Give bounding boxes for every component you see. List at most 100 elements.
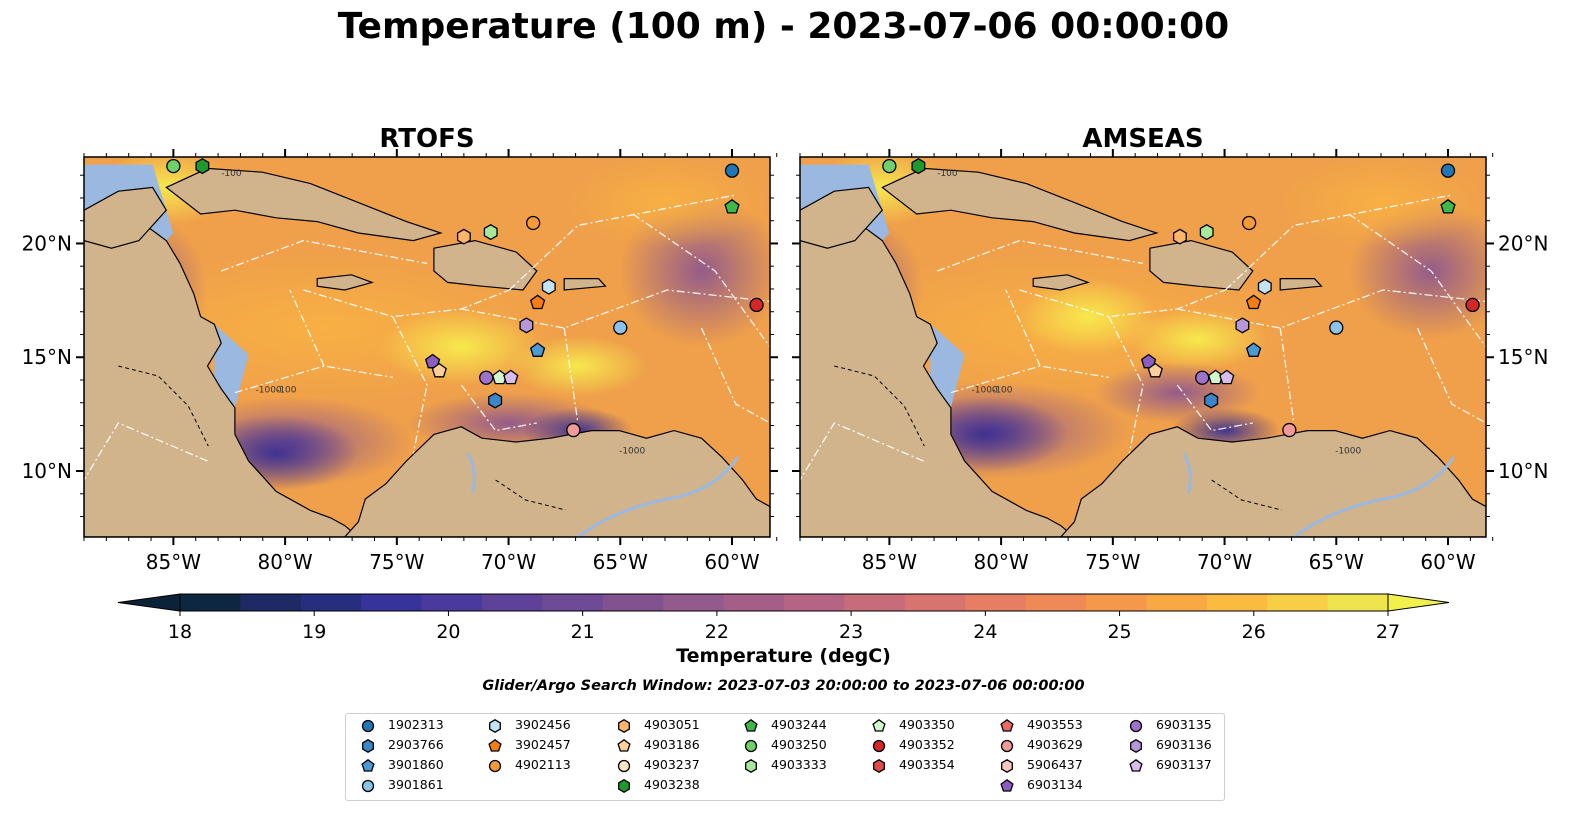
colorbar-bin — [421, 594, 483, 611]
colorbar-bin — [1025, 594, 1087, 611]
hexagon-marker-icon — [362, 739, 374, 753]
float-marker-3901861 — [613, 320, 628, 335]
circle-marker-icon — [617, 759, 631, 773]
land-mass — [316, 274, 375, 291]
legend-marker — [361, 779, 375, 793]
legend-label: 4903354 — [899, 757, 955, 772]
colorbar-bin — [663, 594, 725, 611]
colorbar-label: Temperature (degC) — [676, 645, 891, 667]
contour-label: -100 — [221, 169, 242, 179]
legend-marker — [1129, 719, 1143, 733]
legend-label: 6903137 — [1156, 757, 1212, 772]
land-mass — [1279, 278, 1323, 291]
float-marker-3902456 — [541, 278, 556, 295]
legend-label: 4903352 — [899, 737, 955, 752]
legend-marker — [872, 739, 886, 753]
colorbar-bin — [240, 594, 302, 611]
colorbar-bin — [180, 594, 241, 611]
legend-label: 5906437 — [1027, 757, 1083, 772]
legend-label: 4903250 — [771, 737, 827, 752]
hexagon-marker-icon — [1001, 759, 1013, 773]
float-marker-4903051 — [1172, 228, 1187, 245]
colorbar-bin — [904, 594, 966, 611]
legend-label: 3901860 — [388, 757, 444, 772]
legend-label: 6903135 — [1156, 717, 1212, 732]
circle-marker-icon — [1129, 719, 1143, 733]
land-mass — [1059, 426, 1486, 537]
colorbar-tick-label: 19 — [302, 621, 326, 643]
float-marker-4902113 — [525, 215, 541, 231]
circle-marker-icon — [872, 739, 886, 753]
float-marker-4903238 — [195, 158, 210, 175]
float-marker-4903629 — [1282, 422, 1297, 438]
float-marker-4903051 — [456, 228, 471, 245]
land-mass — [84, 205, 360, 537]
float-marker-3902457 — [1245, 294, 1262, 310]
pentagon-marker-icon — [1129, 758, 1143, 772]
pentagon-marker-icon — [872, 718, 886, 732]
float-marker-6903135 — [1195, 370, 1210, 385]
legend-marker — [488, 759, 502, 773]
land-mass — [563, 278, 607, 291]
pentagon-marker-icon — [617, 738, 631, 752]
land-mass — [1032, 274, 1091, 291]
legend-marker — [744, 739, 758, 753]
colorbar-bin — [965, 594, 1027, 611]
float-marker-4903352 — [749, 297, 764, 313]
colorbar-bin — [723, 594, 785, 611]
map-frame — [799, 156, 1487, 538]
colorbar-bin — [844, 594, 906, 611]
colorbar-extend-max — [1387, 593, 1450, 612]
legend-marker — [618, 779, 630, 793]
colorbar-tick-label: 27 — [1376, 621, 1400, 643]
float-marker-4903186 — [431, 362, 447, 378]
legend-marker — [362, 739, 374, 753]
float-marker-4903333 — [483, 224, 498, 241]
land-mass — [433, 239, 538, 291]
contour-label: -1000 — [256, 386, 282, 396]
land-mass — [165, 167, 443, 242]
panel-title: AMSEAS — [1082, 124, 1203, 154]
colorbar-bin — [1267, 594, 1329, 611]
legend-label: 6903134 — [1027, 777, 1083, 792]
legend-label: 4902113 — [515, 757, 571, 772]
land-mass — [1149, 239, 1254, 291]
lat-tick-label: 15°N — [22, 345, 72, 369]
colorbar: 18 19 20 21 22 23 24 25 26 27 — [117, 593, 1450, 643]
float-marker-6903136 — [519, 317, 534, 334]
legend-label: 4903350 — [899, 717, 955, 732]
colorbar-tick-label: 22 — [705, 621, 729, 643]
lat-tick-label: 20°N — [1498, 231, 1548, 255]
lat-tick-label: 15°N — [1498, 345, 1548, 369]
land-mass — [881, 167, 1159, 242]
legend-marker — [872, 718, 886, 732]
lon-tick-label: 80°W — [257, 550, 312, 574]
colorbar-tick-label: 26 — [1242, 621, 1266, 643]
contour-label: -1000 — [619, 446, 645, 456]
lon-tick-label: 65°W — [593, 550, 648, 574]
pentagon-marker-icon — [1000, 778, 1014, 792]
map-frame — [83, 156, 771, 538]
colorbar-tick-label: 21 — [571, 621, 595, 643]
legend-marker — [488, 738, 502, 752]
hexagon-marker-icon — [873, 759, 885, 773]
legend-label: 4903553 — [1027, 717, 1083, 732]
float-marker-4903250 — [882, 158, 897, 174]
float-marker-3902456 — [1257, 278, 1272, 295]
float-marker-4903244 — [724, 198, 740, 214]
float-marker-2903766 — [1204, 392, 1219, 409]
legend-marker — [1001, 759, 1013, 773]
lon-tick-label: 70°W — [481, 550, 536, 574]
pentagon-marker-icon — [1000, 718, 1014, 732]
colorbar-bin — [482, 594, 543, 611]
colorbar-bin — [1327, 594, 1389, 611]
colorbar-bin — [542, 594, 604, 611]
legend-label: 4903629 — [1027, 737, 1083, 752]
legend-label: 4903238 — [644, 777, 700, 792]
legend-label: 1902313 — [388, 717, 444, 732]
lon-tick-label: 80°W — [973, 550, 1028, 574]
float-marker-3901860 — [529, 342, 546, 357]
contour-label: -100 — [937, 169, 958, 179]
colorbar-tick-label: 18 — [168, 621, 192, 643]
